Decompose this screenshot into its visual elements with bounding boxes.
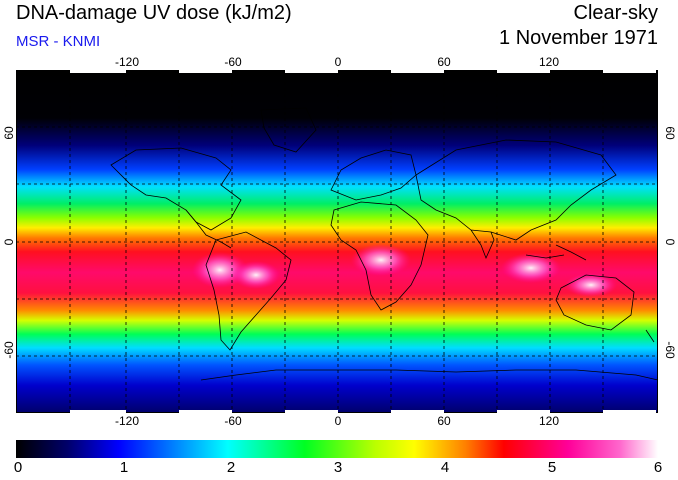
lon-tick-bottom: -60	[224, 414, 242, 428]
graticule	[16, 70, 658, 413]
colorbar-tick: 5	[547, 459, 557, 476]
date-label: 1 November 1971	[499, 27, 658, 49]
colorbar	[16, 440, 658, 458]
colorbar-tick: 1	[119, 459, 129, 476]
hotspot-indonesia	[501, 253, 561, 283]
lat-tick-left: -60	[2, 341, 16, 359]
lon-tick-top: 0	[334, 55, 342, 69]
lat-tick-left: 0	[2, 238, 16, 246]
colorbar-tick: 6	[653, 459, 663, 476]
lon-tick-top: 60	[437, 55, 451, 69]
colorbar-tick: 2	[226, 459, 236, 476]
lon-tick-top: -60	[224, 55, 242, 69]
hotspot-africa	[351, 244, 411, 276]
lon-tick-top: 120	[538, 55, 560, 69]
lon-tick-bottom: 120	[538, 414, 560, 428]
map-title: DNA-damage UV dose (kJ/m2)	[16, 2, 292, 24]
lon-tick-bottom: -120	[114, 414, 140, 428]
colorbar-tick: 3	[333, 459, 343, 476]
uv-dose-map	[16, 70, 658, 413]
hotspot-australia	[565, 273, 617, 297]
lon-tick-bottom: 60	[437, 414, 451, 428]
lat-tick-right: -60	[663, 341, 677, 359]
lat-tick-right: 60	[663, 126, 677, 140]
hotspot-south-america	[232, 261, 280, 289]
lat-tick-left: 60	[2, 126, 16, 140]
colorbar-tick: 4	[440, 459, 450, 476]
coastlines	[110, 107, 658, 381]
lon-tick-bottom: 0	[334, 414, 342, 428]
colorbar-tick: 0	[13, 459, 23, 476]
frame-ticks	[70, 70, 656, 413]
colorbar-gradient	[16, 440, 658, 458]
lon-tick-top: -120	[114, 55, 140, 69]
sky-condition-label: Clear-sky	[573, 2, 658, 24]
uv-dose-field	[16, 70, 658, 413]
source-label: MSR - KNMI	[16, 33, 101, 50]
lat-tick-right: 0	[663, 238, 677, 246]
